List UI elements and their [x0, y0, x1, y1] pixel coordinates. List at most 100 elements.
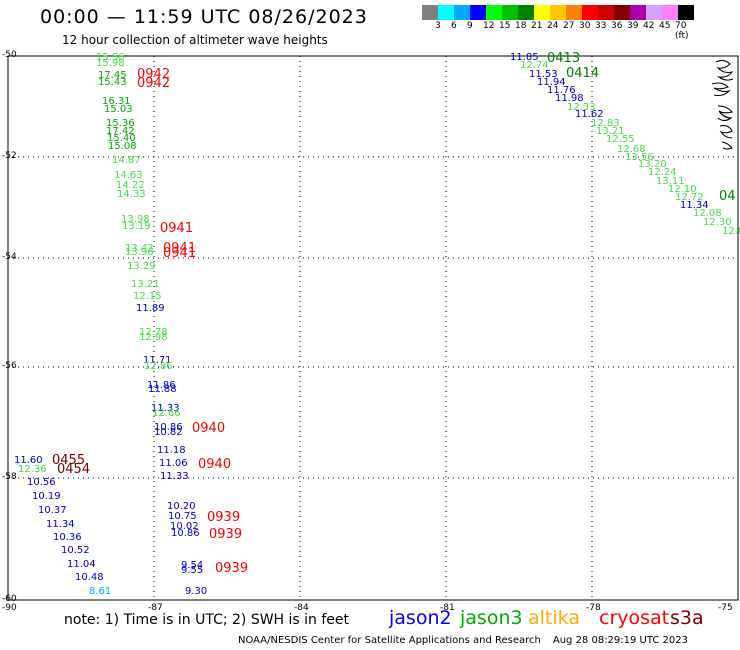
latitude-label: -58	[2, 472, 17, 482]
wave-height-label: 11.33	[151, 403, 180, 414]
scale-label: 12	[483, 21, 495, 31]
scale-label: 21	[531, 21, 543, 31]
pass-time-label: 0942	[137, 76, 171, 91]
wave-height-label: 15.98	[96, 58, 125, 69]
scale-label: 70 (ft)	[675, 21, 689, 41]
wave-height-label: 13.20	[638, 159, 667, 170]
scale-swatch	[582, 5, 598, 20]
wave-height-label: 10.20	[167, 501, 196, 512]
scale-label: 30	[579, 21, 591, 31]
wave-height-label: 12.68	[617, 144, 646, 155]
wave-height-label: 11.89	[136, 303, 165, 314]
scale-label: 24	[547, 21, 559, 31]
wave-height-label: 13.56	[625, 152, 654, 163]
scale-swatch	[518, 5, 534, 20]
longitude-label: -90	[2, 603, 17, 613]
wave-height-label: 11.71	[143, 355, 172, 366]
wave-height-label: 13.21	[596, 126, 625, 137]
pass-time-label: 0942	[137, 67, 171, 82]
longitude-label: -81	[440, 603, 455, 613]
satellite-legend-jason2: jason2	[389, 607, 452, 629]
pass-time-label: 0414	[566, 66, 600, 81]
wave-height-label: 17.42	[106, 126, 135, 137]
longitude-label: -84	[294, 603, 309, 613]
scale-swatch	[550, 5, 566, 20]
wave-height-label: 12.08	[693, 208, 722, 219]
wave-height-label: 10.75	[168, 511, 197, 522]
wave-height-label: 11.34	[680, 200, 709, 211]
wave-height-label: 11.88	[148, 384, 177, 395]
pass-time-label: 0939	[209, 527, 243, 542]
wave-height-label: 10.02	[170, 521, 199, 532]
scale-label: 36	[611, 21, 623, 31]
wave-height-label: 11.53	[529, 69, 558, 80]
satellite-legend-jason3: jason3	[460, 607, 523, 629]
wave-height-label: 11.94	[537, 77, 566, 88]
wave-height-label: 11.85	[510, 52, 539, 63]
wave-height-label: 9.54	[181, 560, 204, 571]
wave-height-label: 12.36	[18, 464, 47, 475]
satellite-legend-altika: altika	[528, 607, 580, 629]
scale-swatch	[678, 5, 694, 20]
scale-label: 15	[499, 21, 511, 31]
pass-time-label: 0940	[192, 421, 226, 436]
scale-label: 27	[563, 21, 575, 31]
wave-height-label: 12.88	[722, 226, 740, 237]
wave-height-label: 13.29	[127, 261, 156, 272]
wave-height-label: 13.96	[125, 247, 154, 258]
scale-label: 39	[627, 21, 639, 31]
wave-height-label: 14.33	[117, 189, 146, 200]
generated-timestamp: Aug 28 08:29:19 UTC 2023	[552, 635, 689, 646]
units-note: note: 1) Time is in UTC; 2) SWH is in fe…	[64, 612, 350, 628]
pass-time-label: 0455	[52, 453, 86, 468]
scale-swatch	[438, 5, 454, 20]
map-frame	[7, 55, 739, 601]
scale-label: 45	[659, 21, 671, 31]
pass-time-label: 0939	[215, 561, 249, 576]
wave-height-label: 12.66	[152, 408, 181, 419]
map-subtitle: 12 hour collection of altimeter wave hei…	[62, 33, 328, 47]
pass-time-label: 0941	[163, 246, 197, 261]
scale-label: 9	[467, 21, 473, 31]
wave-height-label: 12.33	[567, 102, 596, 113]
scale-swatch	[614, 5, 630, 20]
map-title: 00:00 — 11:59 UTC 08/26/2023	[40, 6, 368, 28]
pass-time-label: 0941	[160, 221, 194, 236]
wave-height-label: 9.55	[181, 565, 204, 576]
scale-swatch	[454, 5, 470, 20]
coastline	[711, 59, 734, 150]
wave-height-label: 11.76	[547, 85, 576, 96]
wave-height-label: 12.83	[591, 118, 620, 129]
wave-height-label: 12.55	[606, 134, 635, 145]
wave-height-label: 10.82	[154, 427, 183, 438]
scale-swatch	[598, 5, 614, 20]
wave-height-label: 15.36	[106, 118, 135, 129]
wave-height-label: 15.43	[98, 77, 127, 88]
wave-height-label: 12.30	[703, 217, 732, 228]
longitude-label: -87	[148, 603, 163, 613]
wave-height-label: 10.86	[154, 422, 183, 433]
longitude-label: -75	[718, 603, 733, 613]
pass-time-label: 0939	[207, 510, 241, 525]
scale-swatch	[662, 5, 678, 20]
wave-height-label: 13.11	[656, 176, 685, 187]
wave-height-label: 8.61	[89, 586, 112, 597]
wave-height-label: 10.56	[27, 477, 56, 488]
wave-height-label: 12.98	[139, 332, 168, 343]
scale-label: 3	[435, 21, 441, 31]
wave-height-label: 12.86	[144, 361, 173, 372]
wave-height-label: 15.56	[96, 52, 125, 63]
wave-height-label: 11.18	[157, 445, 186, 456]
scale-swatch	[534, 5, 550, 20]
wave-height-label: 17.45	[98, 70, 127, 81]
scale-swatch	[630, 5, 646, 20]
scale-label: 18	[515, 21, 527, 31]
wave-height-label: 15.40	[107, 133, 136, 144]
wave-height-label: 11.34	[46, 519, 75, 530]
wave-height-label: 13.21	[131, 279, 160, 290]
latitude-label: -60	[2, 594, 17, 604]
wave-height-label: 11.62	[575, 109, 604, 120]
satellite-legend-s3a: s3a	[670, 607, 704, 629]
wave-height-label: 10.48	[75, 572, 104, 583]
